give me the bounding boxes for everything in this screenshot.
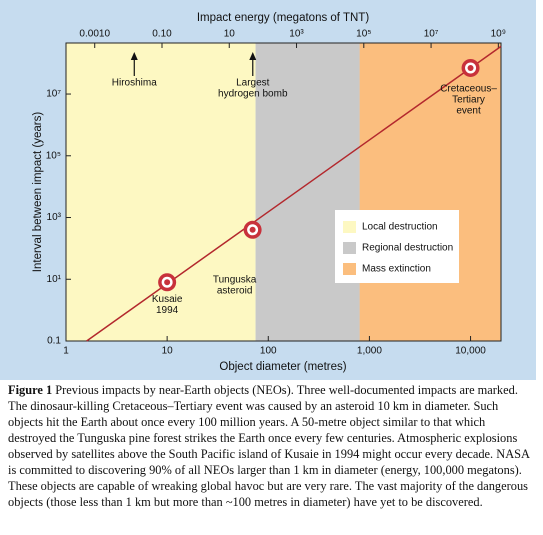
point-label: Tertiary — [452, 95, 485, 106]
point-core — [467, 64, 474, 71]
point-label: 1994 — [156, 305, 179, 316]
y-tick-label: 10¹ — [47, 274, 62, 285]
impact-point — [243, 220, 262, 239]
x-tick-label: 1,000 — [357, 346, 382, 357]
x-tick-label: 10 — [162, 346, 174, 357]
point-label: Cretaceous– — [440, 84, 497, 95]
y-tick-label: 0.1 — [47, 336, 61, 347]
point-label: event — [456, 106, 481, 117]
annotation-text: hydrogen bomb — [218, 89, 288, 100]
caption-label: Figure 1 — [8, 383, 53, 397]
x2-tick-label: 0.0010 — [79, 29, 110, 40]
x2-tick-label: 0.10 — [152, 29, 172, 40]
legend-swatch — [343, 221, 356, 233]
x2-tick-label: 10 — [224, 29, 236, 40]
point-label: Tunguska — [213, 274, 257, 285]
chart: 1 10 100 1,000 10,000 0.0010 0.10 10 10³ 10⁵ 10⁷ 10… — [0, 0, 536, 380]
y-tick-label: 10⁷ — [46, 89, 61, 100]
x-tick-label: 10,000 — [455, 346, 486, 357]
caption: Figure 1 Previous impacts by near-Earth … — [8, 382, 534, 510]
x2-tick-label: 10⁷ — [424, 29, 439, 40]
legend-swatch — [343, 242, 356, 254]
arrow-head — [130, 52, 138, 60]
point-core — [249, 226, 256, 233]
plot: 1 10 100 1,000 10,000 0.0010 0.10 10 10³ 10⁵ 10⁷ 10… — [46, 29, 506, 357]
y-tick-label: 10³ — [47, 212, 62, 223]
x2-tick-label: 10³ — [289, 29, 304, 40]
legend-swatch — [343, 263, 356, 275]
annotation-text: Largest — [236, 78, 270, 89]
annotation-text: Hiroshima — [112, 78, 157, 89]
x-tick-label: 100 — [260, 346, 277, 357]
point-label: asteroid — [217, 285, 253, 296]
x2-axis-title: Impact energy (megatons of TNT) — [197, 12, 370, 24]
legend-label: Regional destruction — [362, 243, 453, 254]
point-label: Kusaie — [152, 294, 183, 305]
region — [255, 43, 360, 341]
y-tick-label: 10⁵ — [46, 150, 61, 161]
x-tick-label: 1 — [63, 346, 69, 357]
y-axis-title: Interval between impact (years) — [32, 112, 44, 273]
legend-label: Local destruction — [362, 222, 438, 233]
region — [66, 43, 256, 341]
point-core — [164, 279, 171, 286]
caption-text: Previous impacts by near-Earth objects (… — [8, 383, 530, 509]
region — [359, 43, 501, 341]
arrow-head — [249, 52, 257, 60]
x2-tick-label: 10⁹ — [491, 29, 506, 40]
trend-line — [86, 45, 502, 342]
x-axis-title: Object diameter (metres) — [219, 361, 346, 373]
x2-tick-label: 10⁵ — [356, 29, 371, 40]
impact-point — [461, 58, 480, 77]
legend-label: Mass extinction — [362, 264, 431, 275]
impact-point — [158, 273, 177, 292]
plot-frame — [65, 42, 502, 342]
